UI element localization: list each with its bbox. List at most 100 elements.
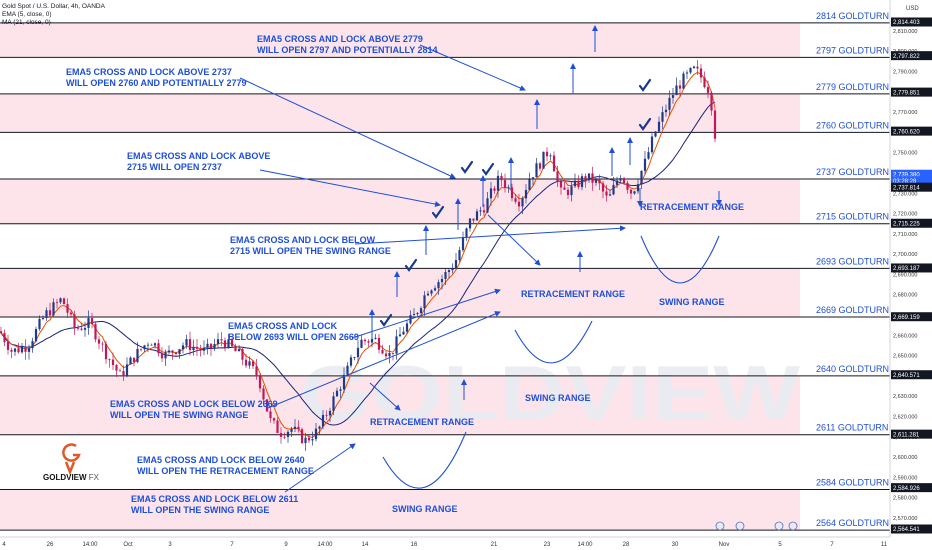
candle-body — [454, 260, 458, 269]
candle-body — [318, 426, 321, 429]
candle-body — [622, 178, 626, 183]
candle-body — [45, 310, 48, 319]
y-tick-label: 2,730.000 — [893, 191, 917, 197]
candle-body — [115, 365, 118, 371]
annotation-arrow — [259, 169, 441, 207]
candle-body — [426, 293, 430, 296]
price-badge — [891, 263, 932, 273]
candle-body — [559, 181, 563, 188]
goldturn-label: 2640 GOLDTURN — [816, 364, 889, 374]
candle-body — [206, 343, 209, 348]
y-tick-label: 2,770.000 — [893, 110, 917, 116]
candle-body — [181, 345, 185, 350]
goldturn-label: 2715 GOLDTURN — [816, 212, 889, 222]
candle-body — [584, 176, 587, 181]
x-tick-label: 26 — [47, 542, 54, 548]
x-tick-label: 23 — [544, 542, 551, 548]
candle-body — [538, 163, 542, 169]
candle-body — [437, 282, 440, 289]
candle-body — [265, 399, 269, 412]
annotation-arrow — [487, 214, 541, 266]
checkmark-icon — [638, 117, 652, 131]
y-tick-label: 2,690.000 — [893, 272, 917, 278]
y-tick-label: 2,720.000 — [893, 212, 917, 218]
candle-body — [682, 73, 685, 89]
candle-body — [493, 188, 496, 191]
x-tick-label: 16 — [411, 542, 418, 548]
watermark-text: GOLDVIEW — [300, 349, 800, 437]
candle-body — [605, 191, 608, 196]
x-tick-label: Nov — [719, 542, 730, 548]
candle-body — [542, 151, 545, 169]
y-tick-label: 2,710.000 — [893, 232, 917, 238]
candle-body — [328, 410, 332, 416]
candle-body — [62, 298, 66, 305]
candle-body — [279, 433, 283, 437]
candle-body — [668, 97, 671, 110]
candle-body — [251, 361, 255, 367]
ma-legend: MA (21, close, 0) — [2, 19, 51, 26]
candle-body — [629, 189, 633, 194]
candle-body — [129, 357, 132, 365]
candle-body — [563, 187, 566, 190]
shaded-zone — [0, 489, 800, 531]
candle-body — [66, 304, 69, 313]
logo-text: GOLDVIEW FX — [43, 473, 99, 482]
goldturn-label: 2584 GOLDTURN — [816, 478, 889, 488]
candle-body — [276, 420, 279, 434]
x-tick-label: 28 — [623, 542, 630, 548]
candle-body — [587, 173, 591, 181]
candle-body — [601, 183, 605, 192]
price-badge — [891, 176, 932, 186]
shaded-zone — [0, 268, 800, 318]
annotation-text: SWING RANGE — [525, 393, 591, 403]
candle-body — [510, 187, 514, 199]
shaded-zone — [0, 22, 800, 58]
candle-body — [521, 198, 524, 207]
candle-body — [678, 85, 682, 89]
candle-body — [314, 428, 318, 440]
y-tick-label: 2,660.000 — [893, 333, 917, 339]
x-tick-label: 30 — [672, 542, 679, 548]
y-tick-label: 2,570.000 — [893, 516, 917, 522]
candle-body — [566, 189, 570, 196]
y-tick-label: 2,790.000 — [893, 70, 917, 76]
annotation-text: RETRACEMENT RANGE — [521, 289, 625, 299]
goldturn-label: 2564 GOLDTURN — [816, 518, 889, 528]
candle-body — [241, 349, 244, 360]
candle-body — [202, 347, 206, 351]
candle-body — [83, 327, 87, 330]
candle-body — [664, 109, 668, 113]
goldturn-label: 2760 GOLDTURN — [816, 120, 889, 130]
price-badge — [891, 87, 932, 97]
annotation-arrow — [239, 77, 456, 179]
candle-body — [258, 375, 262, 389]
price-badge — [891, 370, 932, 380]
annotation-arrow — [419, 44, 526, 91]
candle-body — [626, 182, 629, 190]
candle-body — [363, 339, 367, 342]
candle-body — [153, 343, 157, 346]
y-tick-label: 2,700.000 — [893, 252, 917, 258]
candle-body — [675, 85, 678, 96]
candle-body — [423, 295, 426, 309]
y-tick-label: 2,590.000 — [893, 475, 917, 481]
candle-body — [657, 121, 661, 132]
price-badge — [891, 218, 932, 228]
annotation-text: 2715 WILL OPEN THE SWING RANGE — [230, 246, 391, 256]
annotation-text: WILL OPEN THE RETRACEMENT RANGE — [137, 466, 314, 476]
candle-body — [38, 318, 41, 330]
candle-body — [468, 218, 472, 229]
checkmark-icon — [431, 205, 445, 219]
candle-body — [419, 308, 423, 314]
checkmark-icon — [404, 258, 418, 272]
candle-body — [377, 337, 381, 350]
candle-body — [34, 329, 38, 342]
y-tick-label: 2,650.000 — [893, 354, 917, 360]
candle-body — [311, 439, 314, 441]
candle-body — [237, 349, 241, 352]
candle-body — [531, 177, 535, 180]
candle-body — [580, 176, 584, 188]
candle-body — [76, 328, 80, 329]
